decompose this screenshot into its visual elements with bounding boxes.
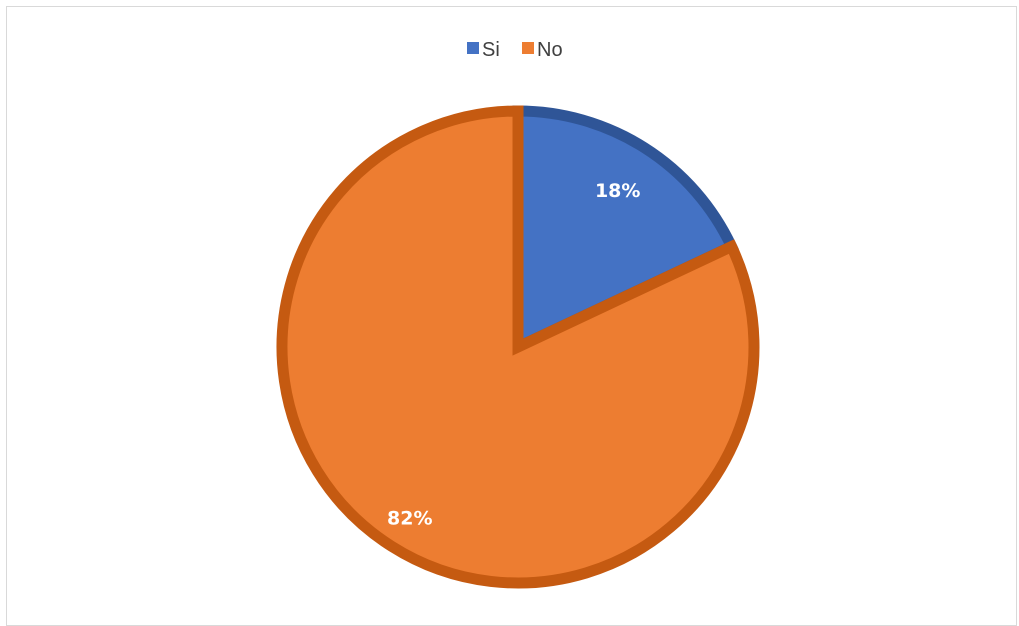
data-labels: 18% 82% bbox=[387, 180, 640, 530]
data-label-si: 18% bbox=[595, 180, 640, 202]
legend-item-si: Si bbox=[467, 39, 500, 61]
legend-label-si: Si bbox=[482, 39, 500, 61]
pie-slice-no bbox=[276, 105, 760, 589]
pie-slices bbox=[276, 105, 760, 589]
legend-item-no: No bbox=[522, 39, 563, 61]
legend-label-no: No bbox=[537, 39, 563, 61]
chart-legend: Si No bbox=[467, 39, 563, 61]
data-label-no: 82% bbox=[387, 508, 432, 530]
pie-slice-si bbox=[512, 105, 739, 356]
legend-swatch-si bbox=[467, 42, 479, 54]
legend-swatch-no bbox=[522, 42, 534, 54]
